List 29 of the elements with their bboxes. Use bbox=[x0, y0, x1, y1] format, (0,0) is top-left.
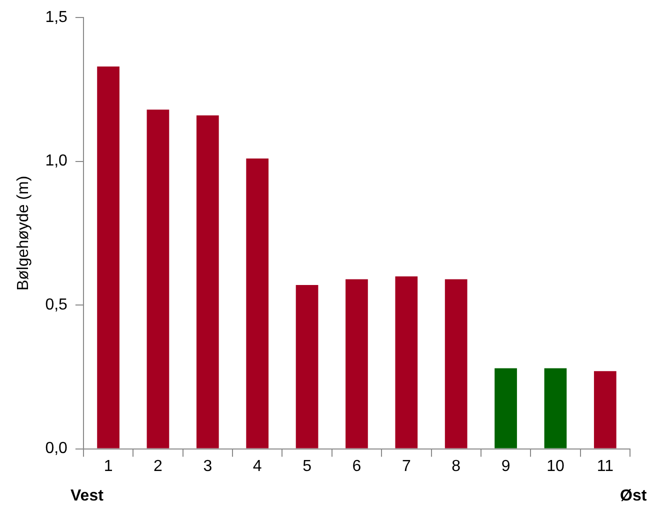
bar bbox=[296, 284, 318, 448]
x-tick-label: 6 bbox=[352, 458, 362, 475]
y-tick-label: 0,5 bbox=[45, 296, 68, 314]
x-tick-label: 2 bbox=[154, 458, 163, 475]
y-tick-label: 1,5 bbox=[45, 9, 68, 26]
bar bbox=[196, 115, 219, 448]
y-tick-label: 0,0 bbox=[45, 440, 68, 458]
bar bbox=[246, 158, 269, 448]
bar bbox=[494, 368, 517, 448]
bar bbox=[146, 110, 170, 448]
x-tick-label: 1 bbox=[104, 458, 113, 475]
x-tick-label: 10 bbox=[546, 458, 564, 475]
bar bbox=[346, 279, 368, 448]
text: Øst bbox=[620, 487, 648, 504]
x-tick-label: 7 bbox=[402, 458, 411, 475]
x-tick-label: 3 bbox=[203, 458, 212, 475]
x-tick-label: 8 bbox=[452, 458, 461, 475]
bar bbox=[544, 368, 567, 448]
x-tick-label: 9 bbox=[501, 458, 510, 475]
y-axis-title: Bølgehøyde (m) bbox=[15, 176, 32, 291]
bar bbox=[97, 66, 120, 448]
x-tick-label: 11 bbox=[596, 458, 614, 475]
bar bbox=[594, 371, 616, 448]
x-tick-label: 5 bbox=[302, 458, 312, 475]
y-tick-label: 1,0 bbox=[45, 152, 68, 170]
x-tick-label: 4 bbox=[252, 458, 262, 475]
text: Vest bbox=[70, 487, 104, 504]
bar bbox=[444, 279, 468, 448]
bar bbox=[395, 276, 418, 448]
